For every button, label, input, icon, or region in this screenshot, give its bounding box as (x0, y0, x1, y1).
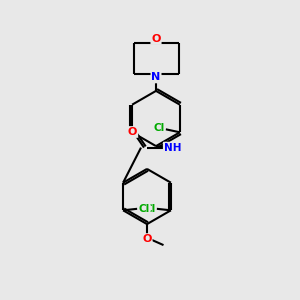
Text: O: O (142, 234, 152, 244)
Text: NH: NH (164, 142, 181, 153)
Text: Cl: Cl (139, 204, 150, 214)
Text: N: N (152, 72, 160, 82)
Text: Cl: Cl (144, 204, 155, 214)
Text: Cl: Cl (153, 123, 164, 133)
Text: O: O (151, 34, 161, 44)
Text: O: O (128, 127, 137, 137)
